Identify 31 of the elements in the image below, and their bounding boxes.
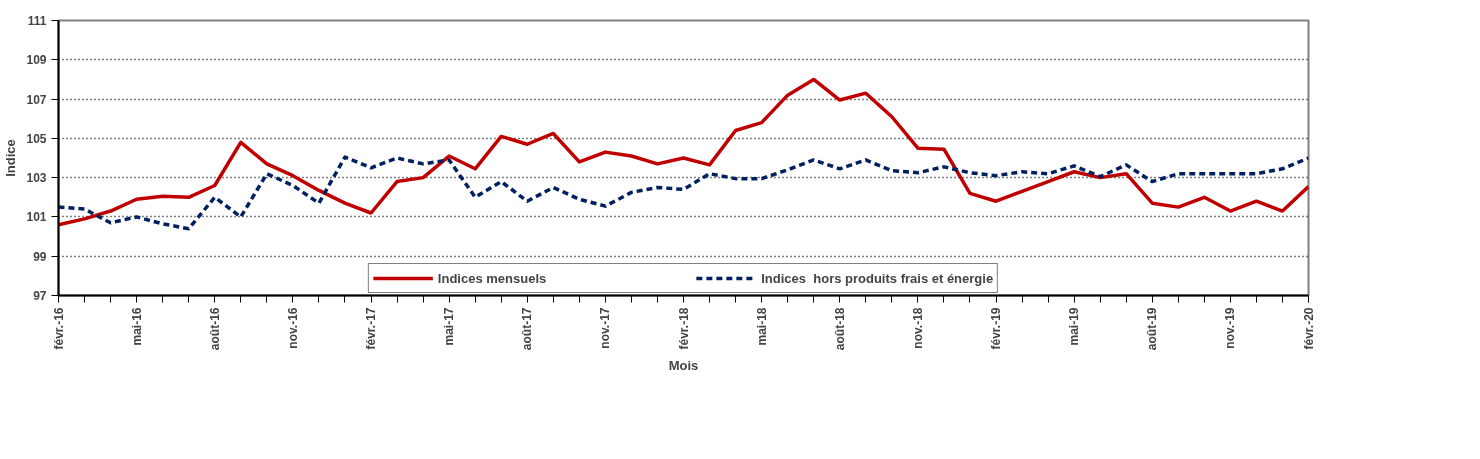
x-tick-label: août-16 bbox=[207, 307, 222, 351]
y-tick-label: 99 bbox=[33, 249, 47, 264]
x-tick-label: févr.-20 bbox=[1301, 307, 1316, 350]
x-tick-label: févr.-19 bbox=[989, 307, 1003, 350]
x-tick-label: mai-17 bbox=[442, 307, 457, 346]
y-tick-label: 109 bbox=[26, 53, 47, 68]
x-tick-label: févr.-18 bbox=[676, 307, 691, 350]
y-tick-label: 103 bbox=[26, 171, 47, 186]
x-tick-label: août-19 bbox=[1145, 307, 1160, 351]
x-axis-title: Mois bbox=[668, 358, 699, 374]
x-tick-label: nov.-17 bbox=[598, 307, 613, 349]
x-tick-label: nov.-18 bbox=[910, 307, 925, 349]
x-tick-label: mai-16 bbox=[129, 307, 144, 346]
x-tick-label: août-17 bbox=[520, 307, 535, 351]
y-tick-label: 105 bbox=[26, 131, 47, 146]
x-tick-label: nov.-19 bbox=[1223, 307, 1238, 349]
y-tick-label: 107 bbox=[26, 92, 47, 107]
x-tick-label: mai-19 bbox=[1067, 307, 1082, 346]
x-tick-label: févr.-16 bbox=[51, 307, 66, 350]
y-tick-label: 111 bbox=[27, 14, 47, 28]
legend-label: Indices mensuels bbox=[437, 270, 547, 286]
y-axis-title: Indice bbox=[3, 139, 19, 177]
line-series bbox=[58, 77, 1309, 227]
y-tick-label: 101 bbox=[26, 210, 47, 225]
line-series bbox=[58, 155, 1309, 231]
x-tick-label: nov.-16 bbox=[285, 307, 300, 349]
x-tick-label: févr.-17 bbox=[364, 307, 378, 350]
legend-label: Indices hors produits frais et énergie bbox=[761, 270, 994, 286]
y-tick-label: 97 bbox=[33, 289, 47, 303]
x-tick-label: mai-18 bbox=[754, 307, 769, 346]
x-tick-label: août-18 bbox=[832, 307, 847, 351]
